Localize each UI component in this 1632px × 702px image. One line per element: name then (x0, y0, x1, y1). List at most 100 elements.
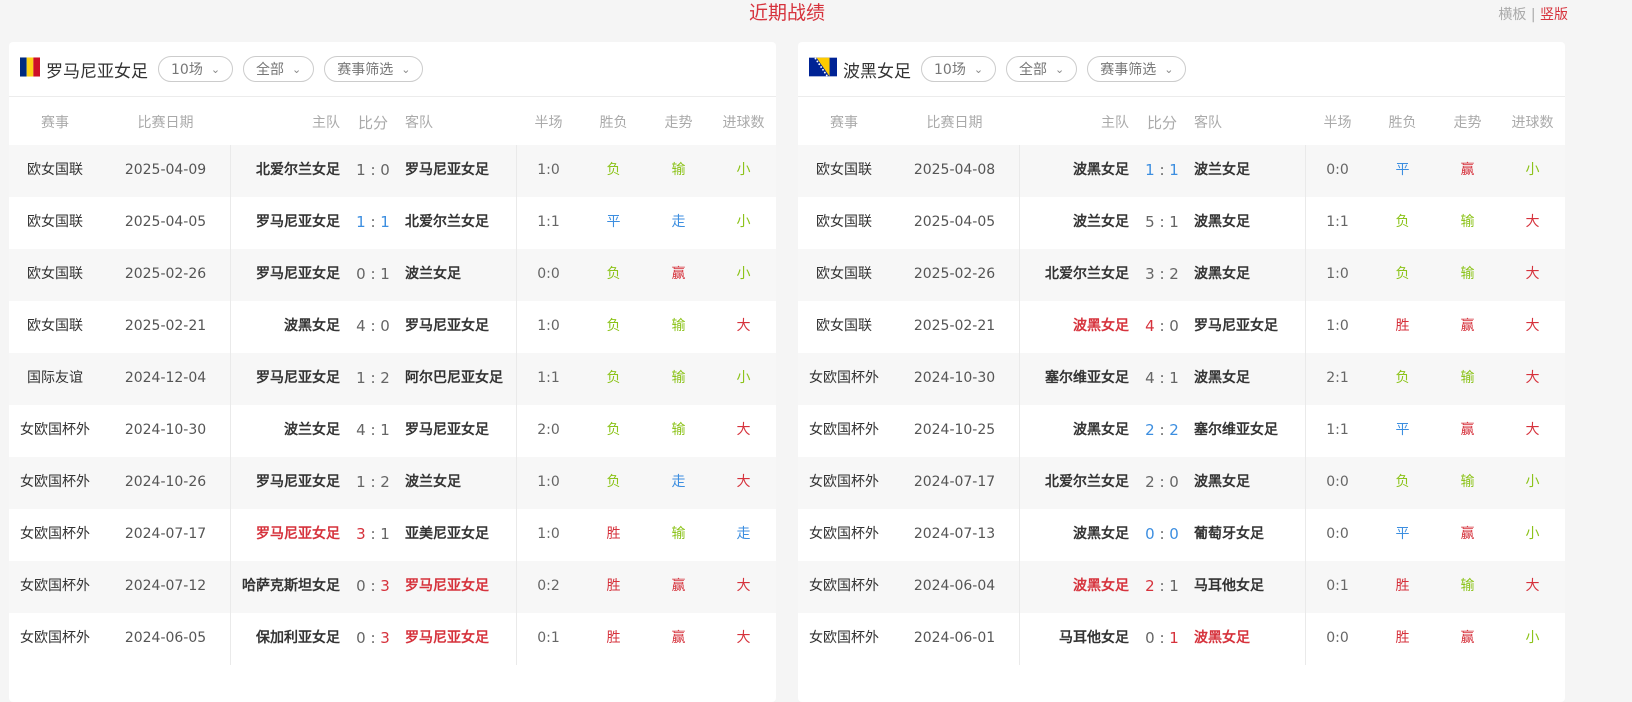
match-row[interactable]: 欧女国联 2025-02-26 罗马尼亚女足 0 : 1 波兰女足 0:0 负 赢 小 (9, 249, 776, 301)
handicap-trend: 输 (1460, 266, 1475, 282)
column-header-win-loss[interactable]: 胜负 (599, 115, 628, 131)
match-row[interactable]: 女欧国杯外 2024-07-13 波黑女足 0 : 0 葡萄牙女足 0:0 平 赢 小 (798, 509, 1565, 561)
away-team[interactable]: 波黑女足 (1194, 214, 1250, 230)
win-loss: 负 (606, 370, 621, 386)
home-team[interactable]: 波黑女足 (1073, 578, 1129, 594)
match-row[interactable]: 欧女国联 2025-04-08 波黑女足 1 : 1 波兰女足 0:0 平 赢 小 (798, 145, 1565, 197)
vertical-layout-link[interactable]: 竖版 (1540, 7, 1568, 23)
away-team[interactable]: 罗马尼亚女足 (405, 318, 489, 334)
home-team[interactable]: 波黑女足 (1073, 318, 1129, 334)
competition-filter-dropdown[interactable]: 赛事筛选 ⌄ (1087, 56, 1187, 82)
horizontal-layout-link[interactable]: 横板 (1498, 7, 1527, 23)
column-header-score[interactable]: 比分 (357, 114, 388, 132)
column-header-half-time[interactable]: 半场 (534, 115, 563, 131)
match-row[interactable]: 女欧国杯外 2024-10-30 波兰女足 4 : 1 罗马尼亚女足 2:0 负 输 大 (9, 405, 776, 457)
column-header-handicap-trend[interactable]: 走势 (664, 115, 693, 131)
column-header-handicap-trend[interactable]: 走势 (1453, 115, 1482, 131)
away-team[interactable]: 波兰女足 (405, 474, 461, 490)
column-header-match-date[interactable]: 比赛日期 (926, 115, 983, 131)
home-team[interactable]: 北爱尔兰女足 (1045, 266, 1129, 282)
away-team[interactable]: 北爱尔兰女足 (405, 214, 489, 230)
column-header-competition[interactable]: 赛事 (41, 115, 69, 131)
home-team[interactable]: 罗马尼亚女足 (256, 526, 340, 542)
home-team[interactable]: 北爱尔兰女足 (1045, 474, 1129, 490)
away-team[interactable]: 波兰女足 (1194, 162, 1250, 178)
match-row[interactable]: 欧女国联 2025-04-05 波兰女足 5 : 1 波黑女足 1:1 负 输 大 (798, 197, 1565, 249)
away-team[interactable]: 罗马尼亚女足 (405, 578, 489, 594)
column-header-score[interactable]: 比分 (1146, 114, 1177, 132)
home-team[interactable]: 罗马尼亚女足 (256, 474, 340, 490)
column-header-goals-ou[interactable]: 进球数 (722, 115, 765, 131)
column-header-away-team[interactable]: 客队 (405, 115, 433, 131)
away-team[interactable]: 阿尔巴尼亚女足 (405, 370, 503, 386)
match-row[interactable]: 女欧国杯外 2024-10-25 波黑女足 2 : 2 塞尔维亚女足 1:1 平 赢 大 (798, 405, 1565, 457)
match-row[interactable]: 女欧国杯外 2024-07-17 北爱尔兰女足 2 : 0 波黑女足 0:0 负 输 小 (798, 457, 1565, 509)
away-team[interactable]: 马耳他女足 (1194, 578, 1264, 594)
match-row[interactable]: 欧女国联 2025-04-05 罗马尼亚女足 1 : 1 北爱尔兰女足 1:1 平 走 小 (9, 197, 776, 249)
away-team[interactable]: 波黑女足 (1194, 474, 1250, 490)
competition: 欧女国联 (816, 162, 872, 178)
venue-dropdown[interactable]: 全部 ⌄ (243, 56, 315, 82)
win-loss: 平 (1395, 526, 1410, 542)
column-header-home-team[interactable]: 主队 (1101, 115, 1129, 131)
home-team[interactable]: 哈萨克斯坦女足 (242, 578, 340, 594)
home-team[interactable]: 马耳他女足 (1059, 630, 1129, 646)
home-team[interactable]: 波兰女足 (284, 422, 340, 438)
match-row[interactable]: 欧女国联 2025-02-21 波黑女足 4 : 0 罗马尼亚女足 1:0 负 输 大 (9, 301, 776, 353)
match-row[interactable]: 国际友谊 2024-12-04 罗马尼亚女足 1 : 2 阿尔巴尼亚女足 1:1 负 输 小 (9, 353, 776, 405)
home-team[interactable]: 波黑女足 (1073, 526, 1129, 542)
column-header-competition[interactable]: 赛事 (830, 115, 858, 131)
competition-filter-dropdown[interactable]: 赛事筛选 ⌄ (324, 56, 424, 82)
goals-over-under: 走 (736, 526, 751, 542)
goals-over-under: 大 (736, 578, 751, 594)
match-row[interactable]: 女欧国杯外 2024-07-12 哈萨克斯坦女足 0 : 3 罗马尼亚女足 0:2 胜 赢 大 (9, 561, 776, 613)
match-row[interactable]: 欧女国联 2025-02-21 波黑女足 4 : 0 罗马尼亚女足 1:0 胜 赢 大 (798, 301, 1565, 353)
home-score: 0 (1145, 525, 1155, 543)
home-team[interactable]: 罗马尼亚女足 (256, 214, 340, 230)
column-header-win-loss[interactable]: 胜负 (1388, 115, 1417, 131)
home-score: 2 (1145, 473, 1155, 491)
away-team[interactable]: 罗马尼亚女足 (1194, 318, 1278, 334)
away-team[interactable]: 罗马尼亚女足 (405, 162, 489, 178)
column-header-home-team[interactable]: 主队 (312, 115, 340, 131)
column-header-half-time[interactable]: 半场 (1323, 115, 1352, 131)
goals-over-under: 大 (736, 422, 751, 438)
match-row[interactable]: 欧女国联 2025-02-26 北爱尔兰女足 3 : 2 波黑女足 1:0 负 输 大 (798, 249, 1565, 301)
home-team[interactable]: 罗马尼亚女足 (256, 370, 340, 386)
match-count-dropdown[interactable]: 10场 ⌄ (921, 56, 997, 82)
column-header-goals-ou[interactable]: 进球数 (1511, 115, 1554, 131)
home-team[interactable]: 波黑女足 (1073, 422, 1129, 438)
goals-over-under: 小 (1525, 526, 1540, 542)
away-team[interactable]: 罗马尼亚女足 (405, 422, 489, 438)
away-team[interactable]: 波黑女足 (1194, 266, 1250, 282)
column-header-away-team[interactable]: 客队 (1194, 115, 1222, 131)
venue-dropdown[interactable]: 全部 ⌄ (1006, 56, 1078, 82)
away-team[interactable]: 波兰女足 (405, 266, 461, 282)
match-count-dropdown[interactable]: 10场 ⌄ (158, 56, 234, 82)
home-team[interactable]: 波黑女足 (284, 318, 340, 334)
home-team[interactable]: 北爱尔兰女足 (256, 162, 340, 178)
home-team[interactable]: 罗马尼亚女足 (256, 266, 340, 282)
match-row[interactable]: 女欧国杯外 2024-06-04 波黑女足 2 : 1 马耳他女足 0:1 胜 输 大 (798, 561, 1565, 613)
away-team[interactable]: 葡萄牙女足 (1194, 526, 1264, 542)
column-header-match-date[interactable]: 比赛日期 (137, 115, 194, 131)
competition: 欧女国联 (27, 318, 83, 334)
score: 4 : 1 (356, 421, 390, 439)
home-team[interactable]: 波黑女足 (1073, 162, 1129, 178)
match-row[interactable]: 女欧国杯外 2024-10-26 罗马尼亚女足 1 : 2 波兰女足 1:0 负 走 大 (9, 457, 776, 509)
home-score: 0 (356, 629, 366, 647)
away-team[interactable]: 罗马尼亚女足 (405, 630, 489, 646)
match-row[interactable]: 女欧国杯外 2024-10-30 塞尔维亚女足 4 : 1 波黑女足 2:1 负 输 大 (798, 353, 1565, 405)
away-team[interactable]: 波黑女足 (1194, 630, 1250, 646)
away-team[interactable]: 波黑女足 (1194, 370, 1250, 386)
half-time-score: 0:2 (537, 578, 560, 594)
match-row[interactable]: 女欧国杯外 2024-06-01 马耳他女足 0 : 1 波黑女足 0:0 胜 赢 小 (798, 613, 1565, 665)
home-team[interactable]: 保加利亚女足 (256, 630, 340, 646)
home-team[interactable]: 波兰女足 (1073, 214, 1129, 230)
match-row[interactable]: 女欧国杯外 2024-06-05 保加利亚女足 0 : 3 罗马尼亚女足 0:1 胜 赢 大 (9, 613, 776, 665)
match-row[interactable]: 欧女国联 2025-04-09 北爱尔兰女足 1 : 0 罗马尼亚女足 1:0 负 输 小 (9, 145, 776, 197)
away-team[interactable]: 塞尔维亚女足 (1194, 422, 1278, 438)
home-team[interactable]: 塞尔维亚女足 (1045, 370, 1129, 386)
away-team[interactable]: 亚美尼亚女足 (405, 526, 489, 542)
match-row[interactable]: 女欧国杯外 2024-07-17 罗马尼亚女足 3 : 1 亚美尼亚女足 1:0 胜 输 走 (9, 509, 776, 561)
